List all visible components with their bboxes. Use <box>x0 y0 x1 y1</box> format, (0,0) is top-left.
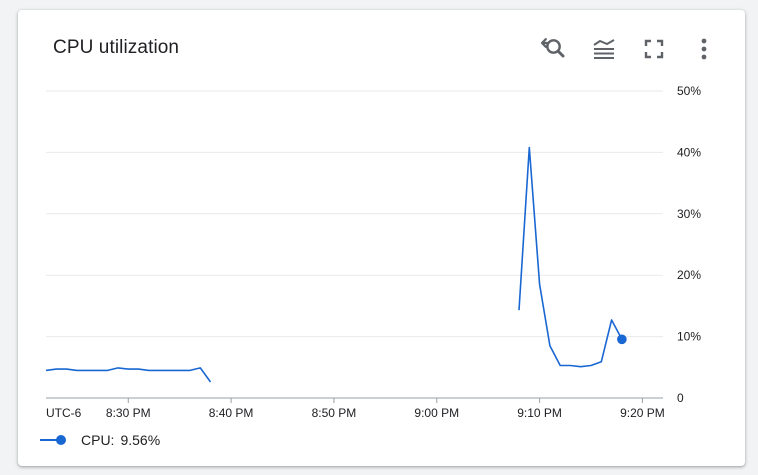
more-options-button[interactable] <box>689 34 719 64</box>
legend-swatch <box>40 434 68 446</box>
legend-line <box>40 439 58 441</box>
stacked-lines-icon <box>593 39 615 59</box>
cpu-line-chart: 0 10% 20% 30% 40% 50% 8:30 PM 8:40 PM 8:50 PM 9:0… <box>45 84 701 420</box>
x-tick-label: 9:20 PM <box>620 406 665 420</box>
series-line-segment <box>518 146 623 368</box>
latest-value-point <box>617 334 627 345</box>
timezone-label: UTC-6 <box>46 406 82 420</box>
y-tick-label: 40% <box>677 145 701 159</box>
series-layer <box>45 146 627 383</box>
x-tick-label: 8:50 PM <box>312 406 357 420</box>
grid-layer <box>46 90 663 338</box>
chart-title: CPU utilization <box>53 37 180 58</box>
x-tick-label: 8:30 PM <box>106 406 151 420</box>
fullscreen-button[interactable] <box>639 34 669 64</box>
zoom-reset-button[interactable] <box>537 34 567 64</box>
zoom-reset-icon <box>540 38 565 58</box>
legend-value: 9.56% <box>120 432 161 448</box>
fullscreen-icon <box>644 39 664 59</box>
axis-layer: 0 10% 20% 30% 40% 50% 8:30 PM 8:40 PM 8:50 PM 9:0… <box>46 84 701 420</box>
x-tick-label: 9:00 PM <box>414 406 459 420</box>
y-tick-label: 30% <box>677 207 701 221</box>
y-tick-label: 10% <box>677 330 701 344</box>
legend-label: CPU: <box>81 432 115 448</box>
y-tick-label: 50% <box>677 84 701 98</box>
chart-type-button[interactable] <box>589 34 619 64</box>
y-tick-label: 0 <box>677 391 684 405</box>
more-vert-icon <box>701 38 707 60</box>
x-tick-label: 8:40 PM <box>209 406 254 420</box>
legend-dot <box>56 435 66 445</box>
y-tick-label: 20% <box>677 268 701 282</box>
chart-legend: CPU: 9.56% <box>40 430 160 450</box>
x-tick-label: 9:10 PM <box>517 406 562 420</box>
series-line-segment <box>45 367 212 383</box>
chart-card: CPU utilization <box>18 10 745 466</box>
